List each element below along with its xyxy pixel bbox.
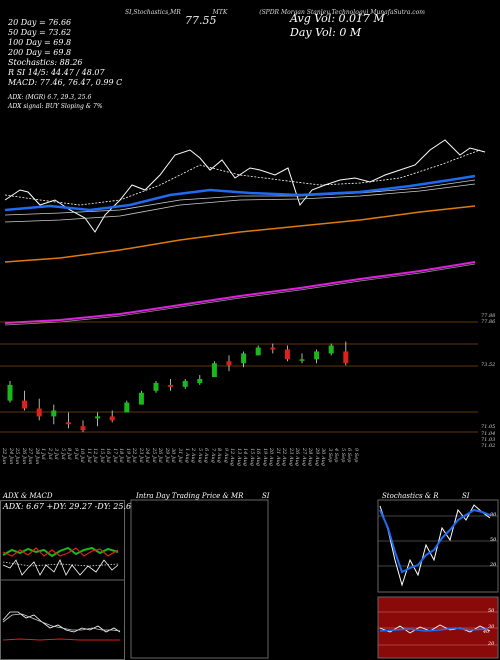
candle-body [95,416,101,419]
candle-body [299,359,305,361]
candle-body [226,361,232,366]
avg-volume: Avg Vol: 0.017 M [290,12,385,25]
ema50-line [4,174,476,212]
candle-body [65,422,71,425]
price-tick: 77.86 [481,319,496,325]
candle-body [36,408,42,417]
mrsi-panel [377,596,499,659]
candle-body [241,353,247,364]
macd-signal [2,613,121,632]
ema200-line [4,261,476,324]
candle-body [51,410,57,417]
stoch-level-label: 20 [490,562,497,568]
stat-line: R SI 14/5: 44.47 / 48.07 [8,68,105,77]
candle-body [211,363,217,378]
candles-group [7,341,349,433]
adx-panel-title: ADX & MACD [3,492,53,500]
header-line1: SI,Stochastics,MR MTK (SPDR Morgan Stanl… [7,10,425,16]
stat-line: MACD: 77.46, 76.47, 0.99 C [8,78,123,87]
stochastics-si: SI [462,492,470,500]
candle-body [22,400,28,409]
candle-body [284,349,290,360]
stats-block: 20 Day = 76.66 50 Day = 73.62 100 Day = … [8,19,122,110]
price-tick: 71.05 [481,424,496,430]
stat-line: Stochastics: 88.26 [8,58,83,67]
candle-body [80,426,86,431]
price-tick: 77.88 [481,313,496,319]
price-tick: 71.03 [481,437,496,443]
stat-line: ADX signal: BUY Sloping & 7% [8,103,103,110]
mrsi-level-label: 50 [488,608,495,614]
stat-line: 20 Day = 76.66 [8,18,72,27]
ticker-label: MTK [212,9,228,16]
candle-body [343,351,349,364]
candle-body [314,351,320,360]
last-price: 77.55 [185,14,217,27]
adx-minus-line [2,547,119,557]
mrsi-level-label: 30 [488,624,495,630]
mrsi-blue-line [379,627,489,632]
candle-body [328,345,334,354]
ema-white-band-2 [4,183,476,223]
candle-body [182,380,188,387]
company-name: (SPDR Morgan Stanley Technology) MunafaS… [259,9,425,16]
intraday-si: SI [262,492,270,500]
price-tick: 71.02 [481,443,496,449]
intraday-title: Intra Day Trading Price & MR [136,492,244,500]
stoch-k-line [379,504,491,587]
day-volume: Day Vol: 0 M [290,26,362,39]
price-chart [0,139,486,433]
macd-line [2,611,121,633]
candle-body [255,347,261,356]
price-tick: 73.52 [481,362,496,368]
candle-body [124,402,130,413]
candle-body [197,379,203,383]
ema200-glow [4,263,476,326]
stochastics-title: Stochastics & R [382,492,439,500]
adx-dotted [2,561,119,567]
stat-line: ADX: (MGR) 6.7, 29.3, 25.6 [8,94,92,101]
stoch-level-label: 80 [490,512,497,518]
adx-values: ADX: 6.67 +DY: 29.27 -DY: 25.61 [3,502,137,511]
ema100-line [4,205,476,263]
adx-line [2,559,119,576]
candle-body [7,384,13,401]
macd-histogram [2,638,120,641]
candle-body [168,384,174,387]
stoch-level-label: 50 [490,537,497,543]
mrsi-value-label: 40 [483,629,490,635]
candle-body [138,392,144,405]
stat-line: 50 Day = 73.62 [8,28,72,37]
price-tick: 71.04 [481,431,496,437]
candle-body [109,416,115,421]
mrsi-line [379,624,491,634]
stat-line: 100 Day = 69.8 [8,38,72,47]
mrsi-level-label: 20 [488,641,495,647]
header-short: SI,Stochastics,MR [125,9,181,16]
candle-body [153,382,159,391]
ema-white-band-1 [4,179,476,216]
stat-line: 200 Day = 69.8 [8,48,72,57]
candle-body [270,347,276,350]
stoch-d-line [379,508,491,574]
intraday-panel [130,499,269,659]
